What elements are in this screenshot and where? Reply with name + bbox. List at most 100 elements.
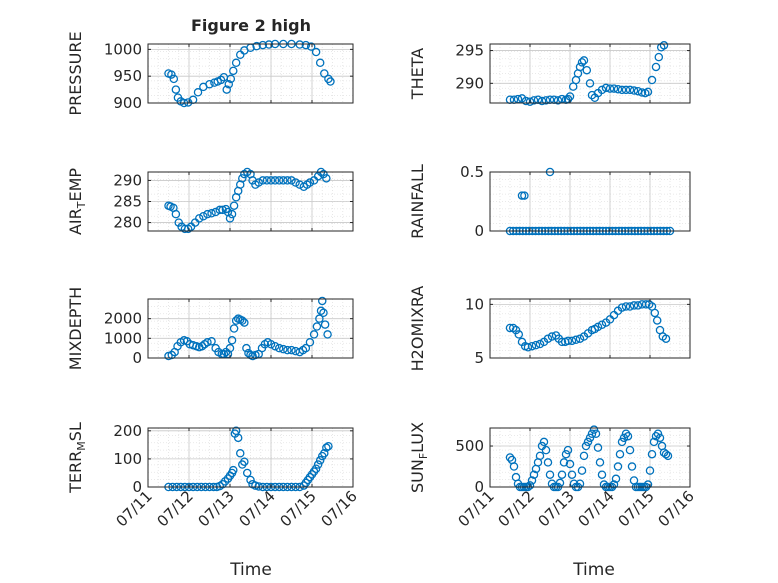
data-point	[575, 62, 585, 72]
data-point	[597, 320, 607, 329]
data-point	[203, 209, 212, 219]
y-tick-label: 500	[455, 437, 484, 455]
data-point	[577, 466, 587, 475]
data-point	[627, 462, 637, 471]
data-point	[567, 470, 577, 479]
data-point	[653, 429, 663, 438]
data-point	[317, 296, 327, 306]
y-axis-label: H2OMIXRA	[408, 286, 427, 372]
data-point	[171, 85, 181, 94]
data-point	[315, 58, 325, 68]
data-point	[579, 56, 589, 65]
data-point	[645, 466, 655, 475]
data-point	[579, 451, 589, 461]
data-point	[242, 343, 251, 353]
data-point	[557, 337, 567, 347]
data-point	[174, 218, 183, 227]
x-axis-label-left: Time	[229, 560, 272, 580]
data-point	[194, 214, 204, 223]
data-point	[218, 205, 227, 215]
data-point	[559, 458, 569, 467]
data-point	[274, 343, 284, 353]
data-point	[258, 176, 268, 185]
subplot-pressure: 900 950 1000 PRESSURE	[66, 31, 354, 116]
data-point	[591, 429, 601, 438]
data-series	[505, 425, 673, 492]
data-point	[587, 429, 597, 438]
y-tick-label: 1000	[104, 40, 142, 58]
data-point	[305, 338, 315, 347]
data-point	[252, 41, 261, 51]
data-point	[520, 191, 529, 200]
data-point	[597, 470, 607, 479]
data-point	[514, 330, 524, 339]
data-point	[535, 339, 545, 349]
data-point	[287, 176, 296, 185]
data-point	[585, 433, 595, 443]
data-point	[313, 171, 323, 181]
data-point	[593, 443, 603, 452]
data-point	[193, 88, 203, 97]
data-series	[164, 39, 335, 108]
axes-frame	[489, 427, 691, 488]
data-point	[283, 176, 292, 185]
data-point	[581, 441, 591, 451]
y-tick-label: 290	[113, 171, 142, 189]
data-point	[238, 174, 247, 183]
data-point	[254, 482, 263, 491]
data-point	[531, 340, 541, 350]
data-point	[324, 442, 333, 451]
data-point	[535, 451, 545, 461]
subplot-h2omixra: 5 10 H2OMIXRA	[408, 286, 691, 372]
data-point	[203, 338, 212, 347]
y-axis-label: THETA	[408, 48, 427, 100]
data-point	[319, 169, 328, 179]
y-tick-label: 0	[132, 478, 142, 496]
y-axis-label: MIXDEPTH	[66, 287, 85, 370]
data-point	[617, 303, 627, 312]
data-point	[633, 301, 643, 310]
data-point	[295, 40, 304, 49]
data-point	[315, 456, 325, 465]
data-point	[279, 176, 288, 185]
data-point	[565, 459, 575, 469]
data-point	[262, 176, 272, 185]
subplot-air-temp: 280 285 290 AIRTEMP	[66, 168, 354, 235]
data-point	[312, 322, 322, 331]
data-point	[517, 191, 527, 200]
data-point	[270, 176, 280, 185]
y-axis-label: PRESSURE	[66, 31, 85, 115]
data-point	[301, 343, 311, 353]
data-point	[637, 88, 647, 97]
data-point	[567, 336, 577, 346]
data-point	[231, 316, 241, 325]
data-point	[557, 470, 567, 479]
y-tick-label: 0	[474, 222, 484, 240]
data-point	[183, 98, 193, 107]
data-point	[663, 451, 673, 461]
data-point	[222, 85, 231, 94]
axes-frame	[489, 298, 691, 359]
data-point	[315, 314, 324, 323]
data-point	[266, 176, 276, 185]
data-point	[597, 85, 607, 95]
data-point	[595, 458, 605, 467]
subplot-theta: 290 295 THETA	[408, 41, 691, 106]
y-tick-label: 100	[113, 450, 142, 468]
data-point	[613, 462, 623, 471]
data-point	[625, 302, 635, 311]
data-point	[655, 433, 665, 443]
data-point	[311, 464, 321, 473]
data-point	[305, 178, 315, 187]
y-axis-label: SUNFLUX	[408, 422, 430, 493]
data-point	[541, 445, 551, 455]
data-point	[320, 69, 329, 78]
y-tick-label: 0	[474, 478, 484, 496]
y-tick-label: 5	[474, 349, 484, 367]
y-tick-label: 285	[113, 193, 142, 211]
x-axis-label-right: Time	[572, 560, 615, 580]
data-point	[215, 205, 224, 215]
data-point	[649, 437, 659, 447]
data-point	[561, 449, 571, 459]
